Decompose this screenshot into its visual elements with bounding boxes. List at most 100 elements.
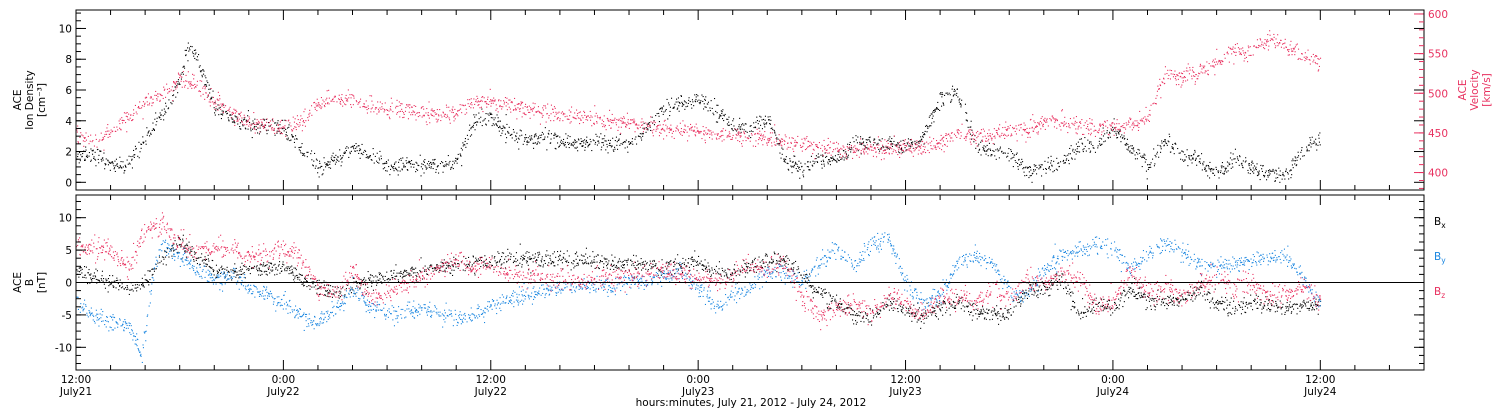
- data-point: [112, 275, 114, 277]
- data-point: [342, 287, 344, 289]
- data-point: [269, 262, 271, 264]
- data-point: [824, 148, 826, 150]
- data-point: [1279, 181, 1281, 183]
- data-point: [233, 108, 235, 110]
- data-point: [855, 135, 857, 137]
- data-point: [156, 117, 158, 119]
- data-point: [142, 284, 144, 286]
- data-point: [924, 146, 926, 148]
- data-point: [941, 105, 943, 107]
- data-point: [1026, 174, 1028, 176]
- data-point: [960, 103, 962, 105]
- data-point: [717, 104, 719, 106]
- data-point: [898, 144, 900, 146]
- data-point: [139, 288, 141, 290]
- data-point: [994, 155, 996, 157]
- data-point: [1301, 149, 1303, 151]
- data-point: [1102, 135, 1104, 137]
- data-point: [661, 106, 663, 108]
- data-point: [84, 137, 86, 139]
- data-point: [1212, 169, 1214, 171]
- data-point: [1049, 169, 1051, 171]
- data-point: [1247, 169, 1249, 171]
- data-point: [1076, 148, 1078, 150]
- data-point: [87, 283, 89, 285]
- data-point: [218, 114, 220, 116]
- data-point: [173, 94, 175, 96]
- data-point: [767, 137, 769, 139]
- data-point: [242, 125, 244, 127]
- data-point: [705, 96, 707, 98]
- data-point: [192, 256, 194, 258]
- data-point: [528, 105, 530, 107]
- data-point: [1029, 175, 1031, 177]
- data-point: [620, 126, 622, 128]
- data-point: [328, 296, 330, 298]
- data-point: [976, 137, 978, 139]
- data-point: [563, 112, 565, 114]
- data-point: [1100, 124, 1102, 126]
- data-point: [1123, 123, 1125, 125]
- data-point: [1019, 124, 1021, 126]
- data-point: [320, 165, 322, 167]
- data-point: [625, 126, 627, 128]
- data-point: [998, 149, 1000, 151]
- data-point: [327, 102, 329, 104]
- data-point: [1178, 84, 1180, 86]
- data-point: [119, 156, 121, 158]
- data-point: [1089, 122, 1091, 124]
- data-point: [572, 145, 574, 147]
- data-point: [117, 129, 119, 131]
- data-point: [791, 137, 793, 139]
- data-point: [899, 156, 901, 158]
- data-point: [305, 281, 307, 283]
- data-point: [191, 250, 193, 252]
- data-point: [472, 107, 474, 109]
- data-point: [448, 164, 450, 166]
- data-point: [1160, 97, 1162, 99]
- data-point: [151, 274, 153, 276]
- data-point: [100, 132, 102, 134]
- data-point: [85, 266, 87, 268]
- data-point: [239, 126, 241, 128]
- data-point: [82, 153, 84, 155]
- data-point: [146, 96, 148, 98]
- data-point: [321, 106, 323, 108]
- data-point: [965, 137, 967, 139]
- data-point: [1315, 138, 1317, 140]
- data-point: [1236, 156, 1238, 158]
- data-point: [1014, 160, 1016, 162]
- data-point: [319, 105, 321, 107]
- data-point: [1078, 125, 1080, 127]
- data-point: [758, 137, 760, 139]
- data-point: [1191, 162, 1193, 164]
- data-point: [188, 241, 190, 243]
- data-point: [702, 96, 704, 98]
- data-point: [603, 124, 605, 126]
- data-point: [236, 116, 238, 118]
- data-point: [967, 126, 969, 128]
- data-point: [737, 132, 739, 134]
- data-point: [1182, 73, 1184, 75]
- data-point: [939, 109, 941, 111]
- data-point: [1120, 141, 1122, 143]
- data-point: [909, 143, 911, 145]
- data-point: [898, 146, 900, 148]
- data-point: [228, 271, 230, 273]
- data-point: [200, 71, 202, 73]
- data-point: [680, 128, 682, 130]
- data-point: [212, 90, 214, 92]
- data-point: [505, 114, 507, 116]
- data-point: [679, 101, 681, 103]
- data-point: [1233, 51, 1235, 53]
- data-point: [428, 268, 430, 270]
- data-point: [396, 112, 398, 114]
- data-point: [284, 127, 286, 129]
- data-point: [1293, 160, 1295, 162]
- data-point: [385, 170, 387, 172]
- data-point: [1282, 174, 1284, 176]
- data-point: [1142, 120, 1144, 122]
- data-point: [201, 260, 203, 262]
- data-point: [450, 260, 452, 262]
- data-point: [580, 143, 582, 145]
